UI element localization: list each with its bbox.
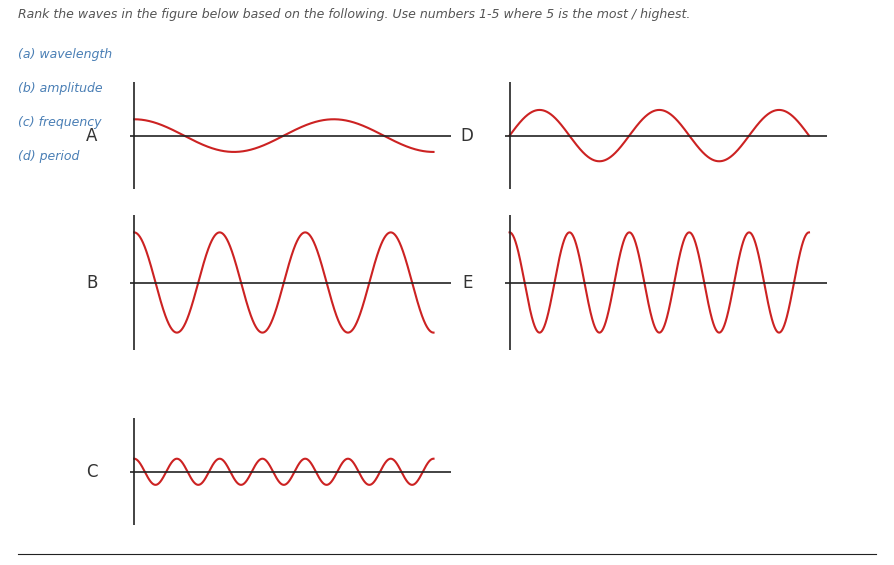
- Text: E: E: [462, 273, 473, 292]
- Text: D: D: [460, 127, 473, 145]
- Text: (d) period: (d) period: [18, 150, 80, 163]
- Text: C: C: [86, 463, 97, 481]
- Text: (b) amplitude: (b) amplitude: [18, 82, 103, 95]
- Text: B: B: [86, 273, 97, 292]
- Text: (a) wavelength: (a) wavelength: [18, 48, 112, 61]
- Text: A: A: [86, 127, 97, 145]
- Text: (c) frequency: (c) frequency: [18, 116, 101, 129]
- Text: Rank the waves in the figure below based on the following. Use numbers 1-5 where: Rank the waves in the figure below based…: [18, 8, 690, 21]
